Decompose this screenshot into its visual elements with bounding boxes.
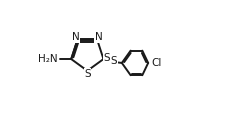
Text: S: S: [84, 69, 91, 79]
Text: N: N: [95, 32, 103, 42]
Text: S: S: [104, 53, 110, 64]
Text: S: S: [111, 56, 117, 66]
Text: H₂N: H₂N: [38, 54, 58, 64]
Text: S: S: [84, 69, 91, 79]
Text: Cl: Cl: [151, 58, 162, 68]
Text: N: N: [72, 32, 80, 42]
